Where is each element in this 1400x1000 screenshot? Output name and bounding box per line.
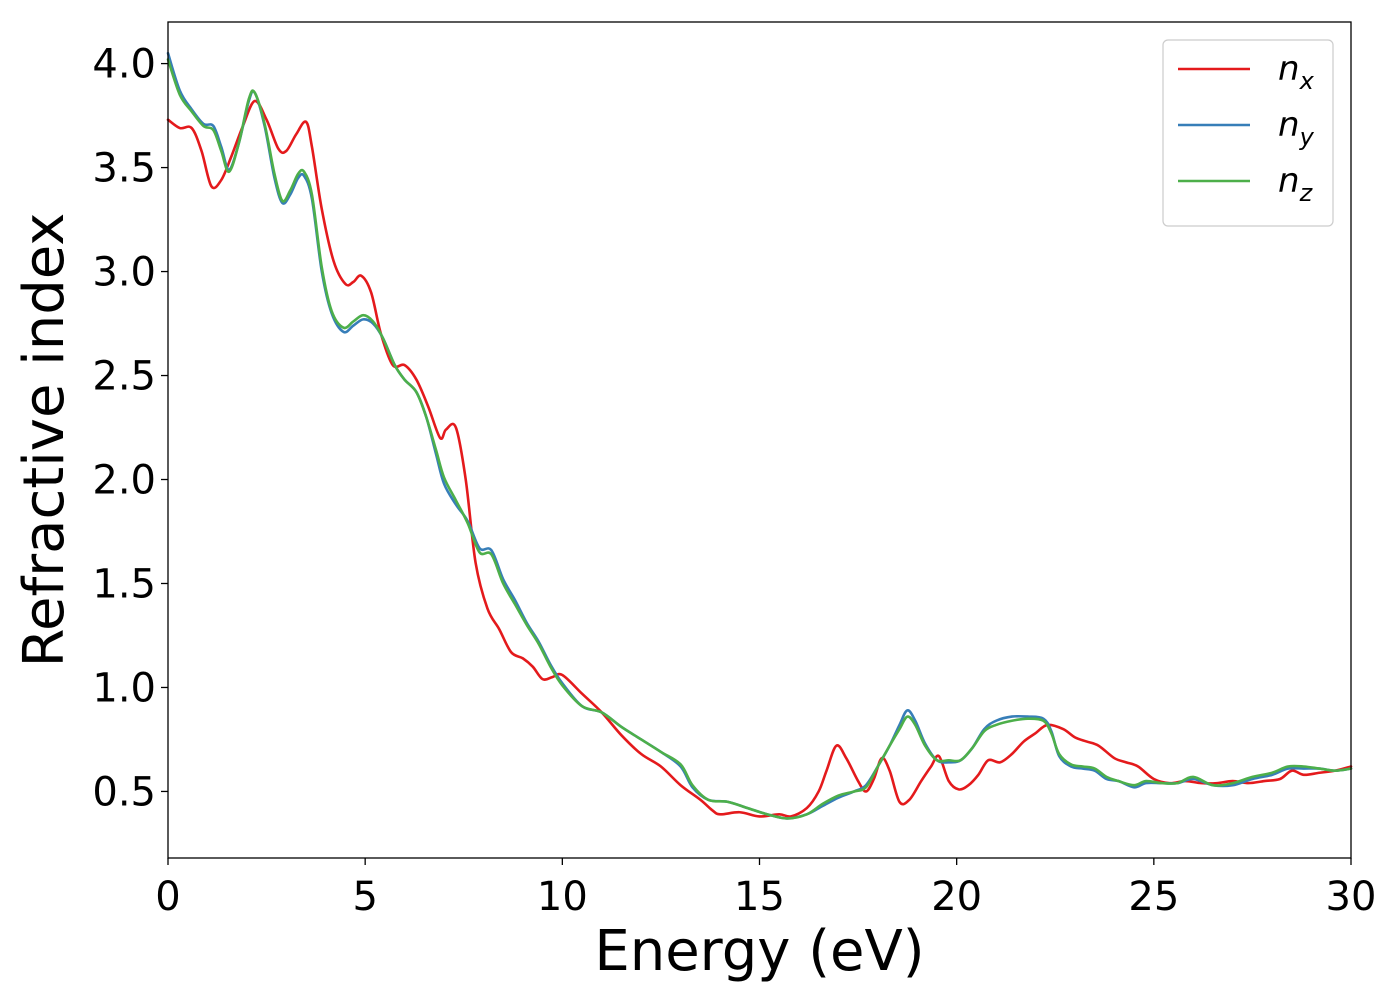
x-tick-label: 5 [352, 874, 377, 920]
y-tick-label: 3.5 [92, 146, 156, 192]
y-tick-label: 2.5 [92, 354, 156, 400]
series-line-n-x [166, 99, 1353, 818]
y-tick-label: 2.0 [92, 458, 156, 504]
x-axis-label: Energy (eV) [594, 919, 924, 984]
x-tick-label: 15 [734, 874, 785, 920]
legend-label-y: ny [1278, 105, 1315, 151]
x-tick-label: 10 [537, 874, 588, 920]
x-tick-label: 25 [1128, 874, 1179, 920]
legend-label-x: nx [1278, 49, 1315, 95]
legend: nx ny nz [1162, 39, 1334, 227]
y-tick-label: 0.5 [92, 769, 156, 815]
y-tick-label: 1.5 [92, 561, 156, 607]
x-tick-label: 0 [155, 874, 180, 920]
y-axis-label: Refractive index [12, 213, 77, 668]
x-tick-label: 30 [1326, 874, 1377, 920]
y-tick-label: 4.0 [92, 42, 156, 88]
y-tick-label: 1.0 [92, 665, 156, 711]
x-tick-label: 20 [931, 874, 982, 920]
axis-ticks: 0 5 10 15 20 25 30 0.5 1.0 1.5 2.0 2.5 3.0 3.5 4.0 [92, 42, 1376, 920]
series-line-n-z [166, 58, 1353, 820]
legend-label-z: nz [1278, 161, 1314, 207]
legend-box [1162, 39, 1334, 227]
series-layer [166, 51, 1353, 820]
y-tick-label: 3.0 [92, 250, 156, 296]
